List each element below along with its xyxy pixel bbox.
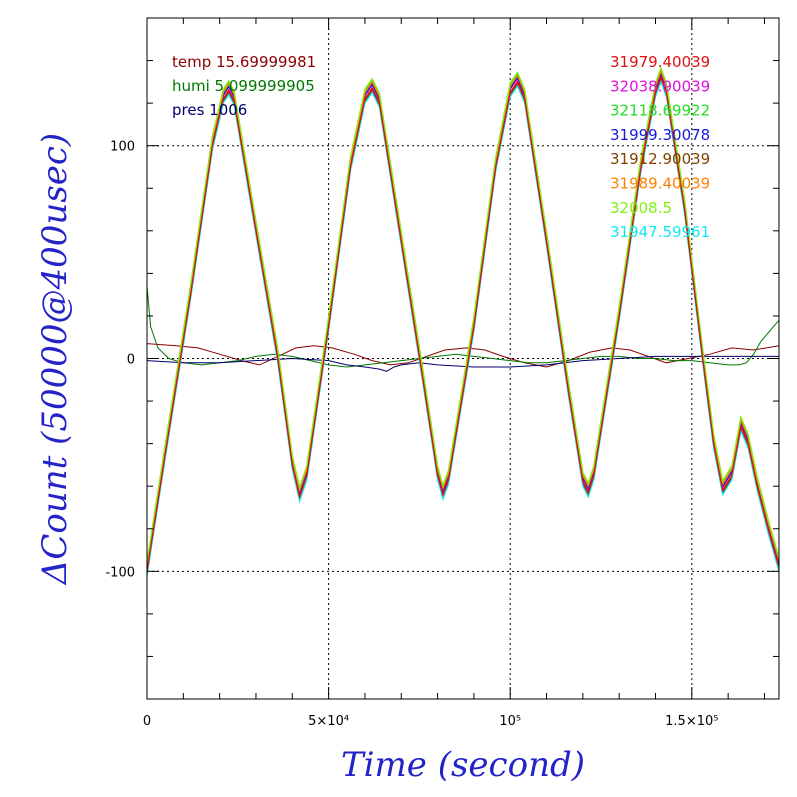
y-tick-label: 100 — [110, 140, 135, 155]
axis-ticks — [146, 17, 779, 700]
legend-entry-counter: 31989.40039 — [610, 175, 710, 193]
legend-entry-counter: 32118.69922 — [610, 102, 710, 120]
legend-group: temp 15.69999981 humi 5.099999905 pres 100… — [172, 53, 710, 241]
legend-entry-environment: pres 1006 — [172, 101, 247, 119]
x-tick-label: 1.5×10⁵ — [665, 714, 718, 729]
series-line-counter-top — [146, 75, 780, 572]
grid-lines — [147, 18, 779, 699]
y-tick-label: 0 — [127, 353, 135, 368]
x-tick-label: 0 — [143, 714, 151, 729]
series-line-environment — [146, 343, 780, 368]
series-line-environment — [146, 286, 780, 368]
y-axis-title: ΔCount (50000@400usec) — [35, 133, 75, 586]
data-series-group — [146, 66, 780, 576]
legend-entry-environment: temp 15.69999981 — [172, 53, 316, 71]
legend-entry-counter: 31912.90039 — [610, 150, 710, 168]
x-tick-label: 10⁵ — [499, 714, 521, 729]
legend-entry-counter: 31979.40039 — [610, 53, 710, 71]
x-axis-title: Time (second) — [341, 745, 585, 785]
series-line-counter — [146, 66, 780, 562]
legend-entry-environment: humi 5.099999905 — [172, 77, 315, 95]
series-line-environment — [146, 355, 779, 372]
legend-entry-counter: 32008.5 — [610, 199, 672, 217]
legend-entry-counter: 32038.90039 — [610, 77, 710, 95]
y-tick-label: -100 — [105, 565, 135, 580]
x-tick-label: 5×10⁴ — [308, 714, 349, 729]
legend-entry-counter: 31947.59961 — [610, 223, 710, 241]
tick-labels-group: 0 5×10⁴ 10⁵ 1.5×10⁵ -100 0 100 — [105, 140, 718, 729]
legend-entry-counter: 31999.30078 — [610, 126, 710, 144]
